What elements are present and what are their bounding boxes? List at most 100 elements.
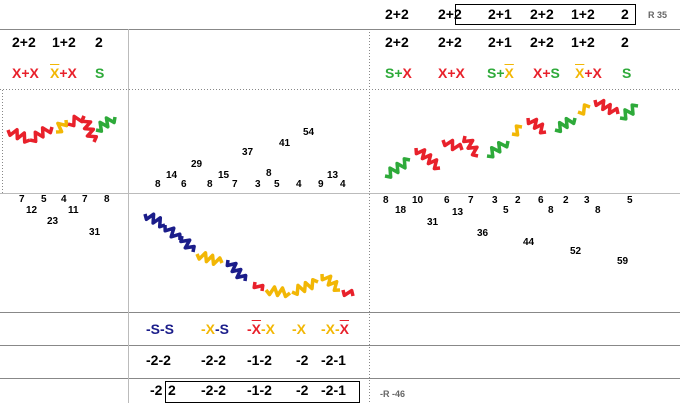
count-label: 2 — [95, 34, 103, 50]
wave-number: 7 — [19, 194, 25, 205]
label-part: X — [339, 321, 350, 337]
pattern-label: X+X — [50, 65, 77, 81]
wave — [252, 281, 265, 292]
wave-number: 3 — [492, 195, 498, 206]
wave-number: 36 — [477, 228, 489, 239]
wave-number: 6 — [181, 179, 187, 190]
pattern-label: -X — [292, 321, 306, 337]
wave-number: 31 — [427, 217, 439, 228]
label-part: +X — [59, 65, 77, 81]
label-part: X — [575, 65, 585, 81]
wave — [6, 127, 31, 144]
wave-number: 5 — [274, 179, 280, 190]
wave — [264, 285, 292, 299]
wave-number: 7 — [82, 194, 88, 205]
header-label: 1+2 — [571, 6, 595, 22]
wave-number: 2 — [515, 195, 521, 206]
wave-number: 5 — [503, 205, 509, 216]
wave-number: 37 — [242, 147, 254, 158]
label-part: S — [95, 65, 105, 81]
pattern-label: -X-X — [321, 321, 349, 337]
wave — [619, 103, 639, 121]
wave — [143, 212, 166, 229]
header-label: 2+2 — [438, 6, 462, 22]
label-part: -X — [292, 321, 306, 337]
wave-number: 8 — [595, 205, 601, 216]
wave-number: 8 — [104, 194, 110, 205]
label-part: X — [50, 65, 60, 81]
count-label: -2-2 — [201, 382, 226, 398]
wave — [511, 124, 523, 137]
pattern-label: X+X — [438, 65, 465, 81]
pattern-label: X+X — [12, 65, 39, 81]
wave-number: 3 — [255, 179, 261, 190]
label-part: X+X — [438, 65, 465, 81]
wave-number: 8 — [383, 195, 389, 206]
header-label: 2+2 — [385, 6, 409, 22]
wave-number: 5 — [627, 195, 633, 206]
wave — [414, 147, 441, 171]
wave — [195, 251, 224, 266]
wave-number: 8 — [266, 168, 272, 179]
highlight-box — [455, 4, 636, 25]
wave-number: 14 — [166, 170, 178, 181]
count-label: -1-2 — [247, 382, 272, 398]
wave-number: 12 — [26, 205, 38, 216]
wave — [79, 115, 99, 143]
count-label: -2-1 — [321, 382, 346, 398]
label-part: X+X — [12, 65, 39, 81]
pattern-label: X+S — [533, 65, 560, 81]
wave-number: 6 — [444, 195, 450, 206]
wave-number: 5 — [41, 194, 47, 205]
row-note: R 35 — [648, 10, 668, 20]
wave-number: 23 — [47, 216, 59, 227]
wave — [179, 235, 196, 253]
wave-number: 4 — [296, 179, 302, 190]
pattern-label: -X-X — [247, 321, 275, 337]
wave — [320, 273, 341, 293]
count-label: 2 — [168, 382, 176, 398]
wave-number: 18 — [395, 205, 407, 216]
pattern-label: -S-S — [146, 321, 174, 337]
label-part: +X — [584, 65, 602, 81]
wave-number: 8 — [207, 179, 213, 190]
wave-number: 13 — [452, 207, 464, 218]
wave-number: 11 — [68, 205, 79, 216]
wave-number: 9 — [318, 179, 324, 190]
label-part: X — [504, 65, 514, 81]
wave-number: 6 — [538, 195, 544, 206]
pattern-label: -X-S — [201, 321, 229, 337]
wave-number: 13 — [327, 170, 339, 181]
wave — [95, 116, 117, 133]
label-part: S — [622, 65, 632, 81]
count-label: 2+1 — [488, 34, 512, 50]
wave — [593, 98, 620, 116]
wave — [577, 103, 591, 116]
count-label: 1+2 — [571, 34, 595, 50]
label-part: -X — [201, 321, 215, 337]
label-part: X+ — [533, 65, 551, 81]
count-label: -1-2 — [247, 352, 272, 368]
label-part: S — [550, 65, 560, 81]
wave-number: 7 — [468, 195, 474, 206]
row-note: -R -46 — [380, 389, 406, 399]
wave-number: 3 — [584, 195, 590, 206]
count-label: 2+2 — [530, 34, 554, 50]
count-label: 1+2 — [52, 34, 76, 50]
count-label: -2 — [296, 382, 309, 398]
wave-number: 4 — [61, 194, 67, 205]
wave-number: 59 — [617, 256, 629, 267]
wave-number: 10 — [412, 195, 424, 206]
label-part: S+ — [385, 65, 403, 81]
wave-number: 44 — [523, 237, 535, 248]
wave-number: 8 — [548, 205, 554, 216]
header-label: 2+1 — [488, 6, 512, 22]
wave — [554, 116, 577, 134]
wave — [341, 288, 355, 298]
pattern-label: S — [95, 65, 104, 81]
wave — [486, 140, 510, 159]
pattern-label: X+X — [575, 65, 602, 81]
wave — [384, 157, 411, 179]
label-part: - — [247, 321, 252, 337]
